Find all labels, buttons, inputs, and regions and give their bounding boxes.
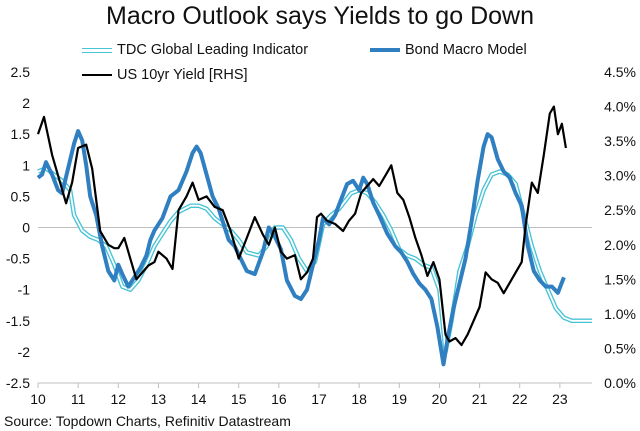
legend-swatch-tdc [82, 47, 112, 53]
legend-swatch-us10y [82, 74, 112, 76]
y-right-tick-label: 0.5% [604, 340, 636, 356]
chart-title: Macro Outlook says Yields to go Down [106, 2, 534, 30]
x-tick-label: 17 [311, 391, 327, 407]
y-left-tick-label: 2.5 [11, 64, 31, 80]
x-tick-label: 15 [231, 391, 247, 407]
legend-label-tdc: TDC Global Leading Indicator [117, 42, 309, 58]
y-right-tick-label: 1.5% [604, 271, 636, 287]
x-tick-label: 14 [191, 391, 207, 407]
chart-series [36, 105, 592, 367]
legend-us10y: US 10yr Yield [RHS] [82, 67, 248, 83]
y-left-tick-label: 2 [22, 95, 30, 111]
legend-label-us10y: US 10yr Yield [RHS] [117, 67, 248, 83]
y-left-tick-label: 0 [22, 220, 30, 236]
source-note: Source: Topdown Charts, Refinitiv Datast… [4, 413, 291, 429]
legend-label-bond: Bond Macro Model [405, 42, 527, 58]
y-left-tick-label: 1 [22, 157, 30, 173]
x-tick-label: 16 [271, 391, 287, 407]
y-right-tick-label: 4.0% [604, 99, 636, 115]
series-bond-macro [36, 129, 566, 367]
x-tick-label: 18 [351, 391, 367, 407]
y-left-tick-label: -2 [18, 344, 31, 360]
x-tick-label: 22 [512, 391, 528, 407]
y-right-tick-label: 3.5% [604, 133, 636, 149]
x-tick-label: 11 [71, 391, 86, 407]
y-right-tick-label: 4.5% [604, 64, 636, 80]
y-left-tick-label: -2.5 [6, 375, 30, 391]
legend-swatch-bond [370, 48, 400, 52]
y-right-tick-label: 0.0% [604, 375, 636, 391]
y-left-tick-label: 0.5 [11, 188, 31, 204]
x-tick-label: 23 [552, 391, 568, 407]
legend-bond-macro: Bond Macro Model [370, 42, 527, 58]
y-right-tick-label: 1.0% [604, 306, 636, 322]
chart-axes: 2.5 2 1.5 1 0.5 0 -0.5 -1 -1.5 -2 -2.5 4.5% 4.0% 3.5%… [6, 64, 636, 407]
y-left-tick-label: 1.5 [11, 126, 31, 142]
y-left-tick-label: -1 [18, 282, 31, 298]
legend-tdc-gli: TDC Global Leading Indicator [82, 42, 308, 58]
x-tick-label: 21 [472, 391, 488, 407]
y-right-tick-label: 3.0% [604, 168, 636, 184]
y-left-tick-label: -0.5 [6, 251, 30, 267]
x-tick-label: 19 [392, 391, 408, 407]
x-tick-label: 20 [432, 391, 448, 407]
y-right-tick-label: 2.5% [604, 202, 636, 218]
y-right-tick-label: 2.0% [604, 237, 636, 253]
x-tick-label: 12 [111, 391, 127, 407]
x-tick-label: 10 [30, 391, 46, 407]
y-left-tick-label: -1.5 [6, 313, 30, 329]
series-us10y [36, 105, 567, 347]
x-tick-label: 13 [151, 391, 167, 407]
